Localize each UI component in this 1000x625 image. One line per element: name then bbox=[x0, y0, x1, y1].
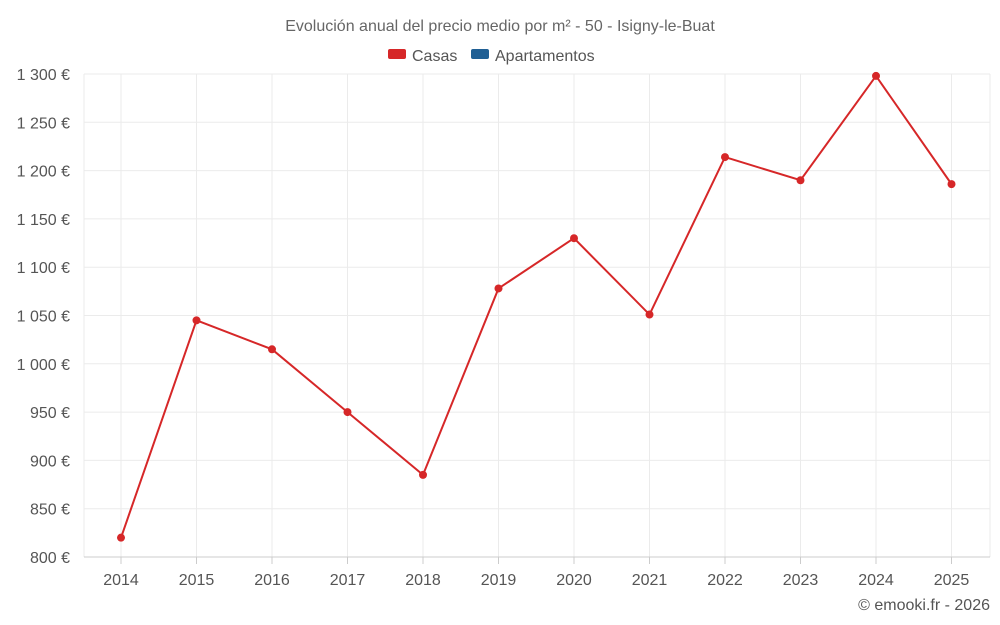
y-tick-label: 1 000 € bbox=[17, 357, 70, 374]
legend: Casas Apartamentos bbox=[388, 48, 595, 65]
y-tick-label: 1 100 € bbox=[17, 260, 70, 277]
x-tick-label: 2024 bbox=[858, 572, 894, 589]
x-tick-label: 2015 bbox=[179, 572, 215, 589]
credit-text: © emooki.fr - 2026 bbox=[858, 597, 990, 614]
x-tick-label: 2016 bbox=[254, 572, 290, 589]
data-point-casas[interactable] bbox=[947, 180, 956, 189]
data-point-casas[interactable] bbox=[268, 345, 276, 354]
y-axis-labels: 800 € 850 € 900 € 950 € 1 000 € 1 050 € 1 100 … bbox=[17, 67, 70, 567]
data-point-casas[interactable] bbox=[419, 470, 427, 479]
y-tick-label: 850 € bbox=[30, 502, 70, 519]
x-tick-label: 2017 bbox=[330, 572, 366, 589]
y-tick-label: 1 200 € bbox=[17, 164, 70, 181]
x-tick-label: 2014 bbox=[103, 572, 139, 589]
y-tick-label: 900 € bbox=[30, 453, 70, 470]
y-tick-label: 1 050 € bbox=[17, 309, 70, 326]
y-tick-label: 950 € bbox=[30, 405, 70, 422]
x-tick-label: 2022 bbox=[707, 572, 743, 589]
legend-swatch-casas bbox=[388, 49, 406, 59]
legend-item-casas[interactable]: Casas bbox=[388, 48, 457, 65]
x-axis-ticks bbox=[120, 557, 952, 564]
data-point-casas[interactable] bbox=[721, 153, 729, 162]
x-tick-label: 2023 bbox=[783, 572, 819, 589]
data-point-casas[interactable] bbox=[796, 176, 805, 185]
x-tick-label: 2018 bbox=[405, 572, 441, 589]
chart-title: Evolución anual del precio medio por m² … bbox=[285, 18, 715, 35]
data-point-casas[interactable] bbox=[343, 408, 352, 417]
legend-label-apartamentos: Apartamentos bbox=[495, 48, 595, 65]
x-tick-label: 2020 bbox=[556, 572, 592, 589]
legend-swatch-apartamentos bbox=[471, 49, 489, 59]
legend-label-casas: Casas bbox=[412, 48, 457, 65]
data-point-casas[interactable] bbox=[494, 284, 503, 293]
y-tick-label: 1 150 € bbox=[17, 212, 70, 229]
data-point-casas[interactable] bbox=[645, 310, 654, 319]
data-point-casas[interactable] bbox=[192, 316, 201, 325]
x-gridlines bbox=[83, 74, 991, 557]
x-tick-label: 2025 bbox=[934, 572, 970, 589]
y-tick-label: 800 € bbox=[30, 550, 70, 567]
data-point-casas[interactable] bbox=[570, 234, 578, 243]
series-casas bbox=[117, 71, 956, 542]
series-line-casas bbox=[120, 74, 953, 539]
x-tick-label: 2019 bbox=[481, 572, 517, 589]
data-point-casas[interactable] bbox=[117, 533, 125, 542]
x-tick-label: 2021 bbox=[632, 572, 668, 589]
y-gridlines bbox=[84, 73, 990, 510]
x-axis-labels: 2014 2015 2016 2017 2018 2019 2020 2021 2022 2023… bbox=[103, 572, 969, 589]
y-tick-label: 1 300 € bbox=[17, 67, 70, 84]
y-tick-label: 1 250 € bbox=[17, 115, 70, 132]
legend-item-apartamentos[interactable]: Apartamentos bbox=[471, 48, 595, 65]
data-point-casas[interactable] bbox=[872, 71, 880, 80]
